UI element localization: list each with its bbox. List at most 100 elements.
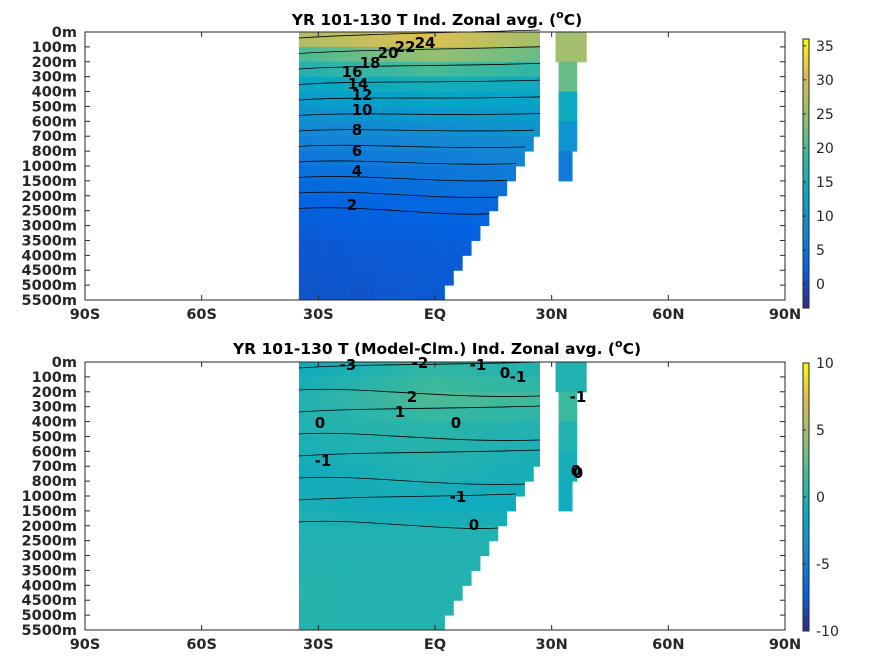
contour-label: 0	[451, 414, 461, 432]
contour-label: 24	[415, 34, 436, 52]
x-tick-label: 90S	[70, 637, 101, 653]
contour-line	[298, 432, 541, 441]
contour-line	[298, 207, 490, 215]
contour-line	[298, 191, 499, 198]
y-tick-label: 100m	[32, 370, 77, 386]
ocean-cell-row	[298, 496, 516, 512]
y-tick-label: 700m	[32, 129, 77, 145]
contour-line	[298, 476, 525, 485]
bottom-x-axis: 90S 60S 30S EQ 30N 60N 90N	[70, 362, 801, 653]
y-tick-label: 700m	[32, 459, 77, 475]
y-tick-label: 5000m	[22, 608, 77, 624]
ocean-cell-row	[298, 421, 540, 437]
ocean-cell-row	[298, 166, 516, 182]
y-tick-label: 600m	[32, 444, 77, 460]
y-tick-label: 0m	[52, 25, 77, 41]
y-tick-label: 1000m	[22, 159, 77, 175]
bottom-panel: YR 101-130 T (Model-Clm.) Ind. Zonal avg…	[22, 337, 839, 653]
contour-line	[298, 405, 541, 413]
secondary-basin-cell	[555, 362, 587, 378]
x-tick-label: 60S	[186, 307, 217, 323]
x-tick-label: 60S	[186, 637, 217, 653]
contour-line	[298, 129, 534, 132]
secondary-basin-cell	[558, 481, 573, 497]
x-tick-label: 30N	[536, 307, 568, 323]
y-tick-label: 2000m	[22, 189, 77, 205]
contour-label: 2	[407, 388, 417, 406]
y-tick-label: 200m	[32, 55, 77, 71]
ocean-cell-row	[298, 270, 454, 286]
secondary-basin-cell	[558, 106, 578, 122]
ocean-cell-row	[298, 180, 508, 197]
contour-label: -1	[450, 488, 467, 506]
y-tick-label: 1500m	[22, 174, 77, 190]
y-tick-label: 4500m	[22, 263, 77, 279]
colorbar-tick-label: 5	[816, 423, 825, 439]
y-tick-label: 2500m	[22, 204, 77, 220]
ocean-cell-row	[298, 525, 499, 542]
colorbar-tick-label: 25	[816, 107, 834, 123]
ocean-cell-row	[298, 436, 540, 452]
x-tick-label: 60N	[652, 637, 684, 653]
y-tick-label: 5000m	[22, 278, 77, 294]
colorbar-tick-label: 20	[816, 141, 834, 157]
secondary-basin-cell	[558, 166, 573, 182]
ocean-cell-row	[298, 225, 481, 241]
ocean-cell-row	[298, 570, 472, 586]
y-tick-label: 4000m	[22, 248, 77, 264]
secondary-basin-cell	[555, 376, 587, 393]
contour-label: -3	[340, 356, 357, 374]
secondary-basin-cell	[558, 466, 578, 482]
ocean-cell-row	[298, 76, 540, 93]
contour-label: 4	[352, 162, 362, 180]
ocean-cell-row	[298, 391, 540, 408]
ocean-cell-row	[298, 136, 534, 152]
x-tick-label: 30S	[303, 307, 334, 323]
ocean-cell-row	[298, 255, 463, 271]
colorbar-tick-label: 0	[816, 490, 825, 506]
colorbar-tick-label: 30	[816, 73, 834, 89]
y-tick-label: 5500m	[22, 623, 77, 639]
contour-label: 0	[573, 464, 583, 482]
y-tick-label: 3500m	[22, 563, 77, 579]
contour-line	[298, 63, 541, 70]
y-tick-label: 500m	[32, 99, 77, 115]
colorbar-tick-label: 0	[816, 277, 825, 293]
y-tick-label: 1500m	[22, 504, 77, 520]
bottom-title: YR 101-130 T (Model-Clm.) Ind. Zonal avg…	[232, 337, 641, 358]
ocean-cell-row	[298, 376, 540, 393]
ocean-cell-row	[298, 451, 540, 467]
y-tick-label: 5500m	[22, 293, 77, 309]
top-contours	[298, 29, 541, 215]
x-tick-label: 90N	[769, 307, 801, 323]
contour-line	[298, 176, 508, 182]
ocean-cell-row	[298, 210, 490, 227]
colorbar-tick-label: 10	[816, 356, 834, 372]
secondary-basin-cell	[558, 151, 573, 167]
ocean-cell-row	[298, 32, 540, 48]
y-tick-label: 500m	[32, 429, 77, 445]
ocean-cell-row	[298, 91, 540, 107]
contour-label: 18	[360, 54, 381, 72]
y-tick-label: 800m	[32, 144, 77, 160]
contour-label: 12	[352, 86, 373, 104]
contour-line	[298, 361, 541, 369]
ocean-cell-row	[298, 481, 525, 497]
x-tick-label: 30N	[536, 637, 568, 653]
ocean-cell-row	[298, 466, 534, 482]
bottom-contour-labels: -3 -2 -1 012 -10-100-10-10	[315, 354, 587, 534]
bottom-contours	[298, 361, 541, 529]
contour-label: -2	[412, 354, 429, 372]
top-colorbar-ticks: 0 5 10 15 20 25 30 35	[803, 39, 834, 293]
y-tick-label: 300m	[32, 400, 77, 416]
secondary-basin-cell	[558, 436, 578, 452]
contour-label: 1	[395, 403, 405, 421]
secondary-basin-cell	[555, 46, 587, 63]
ocean-cell-row	[298, 540, 490, 557]
y-tick-label: 600m	[32, 114, 77, 130]
top-x-axis: 90S 60S 30S EQ 30N 60N 90N	[70, 32, 801, 323]
contour-line	[298, 388, 541, 397]
contour-line	[298, 520, 499, 529]
contour-label: 22	[395, 38, 416, 56]
